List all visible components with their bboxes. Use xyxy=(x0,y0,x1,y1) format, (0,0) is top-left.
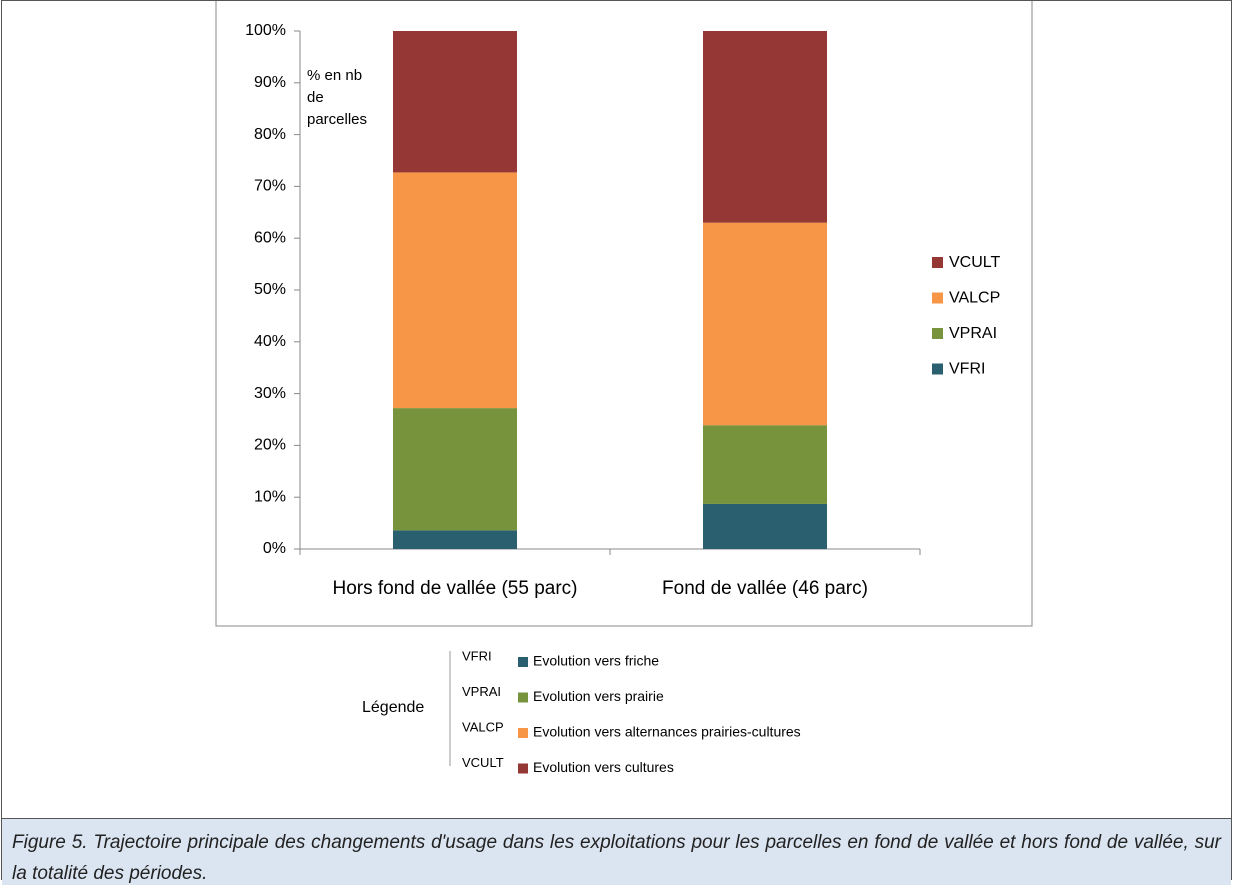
key-swatch xyxy=(518,763,528,774)
chart-frame xyxy=(215,1,1033,627)
y-tick-label: 100% xyxy=(245,22,286,39)
y-tick-label: 60% xyxy=(254,229,286,246)
annotation: % en nb xyxy=(307,67,362,84)
y-tick-label: 90% xyxy=(254,74,286,91)
chart: Légende 0% 10% 20% 30% 40% 50% 60% 70% 80% 90% 100… xyxy=(215,1,1033,775)
y-tick-label: 70% xyxy=(254,178,286,195)
bar-segment xyxy=(703,222,827,426)
annotation: parcelles xyxy=(307,111,367,128)
key-code: VFRI xyxy=(462,648,492,663)
key-label: Evolution vers friche xyxy=(533,653,659,669)
y-tick-label: 30% xyxy=(254,385,286,402)
annotation: de xyxy=(307,89,324,106)
y-tick-label: 20% xyxy=(254,437,286,454)
legend-label: VPRAI xyxy=(949,325,997,342)
y-tick-label: 50% xyxy=(254,281,286,298)
bar-segment xyxy=(393,408,517,531)
legend-swatch xyxy=(932,328,943,339)
key-code: VPRAI xyxy=(462,684,501,699)
y-tick-label: 40% xyxy=(254,333,286,350)
bar-segment xyxy=(393,172,517,409)
legend-swatch xyxy=(932,363,943,375)
legend-label: VALCP xyxy=(949,290,1000,307)
x-tick-label: Hors fond de vallée (55 parc) xyxy=(332,578,577,599)
y-tick-label: 0% xyxy=(263,540,286,557)
y-tick-label: 80% xyxy=(254,126,286,143)
key-swatch xyxy=(518,657,528,667)
bar-segment xyxy=(393,530,517,549)
bar-segment xyxy=(703,503,827,549)
legend-swatch xyxy=(932,292,943,304)
key-label: Evolution vers cultures xyxy=(533,759,674,775)
bar-segment xyxy=(703,425,827,504)
x-tick-label: Fond de vallée (46 parc) xyxy=(662,578,868,599)
legend-label: VFRI xyxy=(949,361,985,378)
key-swatch xyxy=(518,692,528,703)
legend-label: VCULT xyxy=(949,254,1000,271)
y-tick-label: 10% xyxy=(254,488,286,505)
key-label: Evolution vers prairie xyxy=(533,688,664,704)
legend-swatch xyxy=(932,257,943,268)
key-code: VALCP xyxy=(462,719,504,734)
key-title: Légende xyxy=(362,699,424,716)
key-code: VCULT xyxy=(462,755,504,770)
key-label: Evolution vers alternances prairies-cult… xyxy=(533,724,801,740)
bar-segment xyxy=(703,31,827,223)
caption: Figure 5. Trajectoire principale des cha… xyxy=(2,818,1231,885)
bar-segment xyxy=(393,31,517,173)
key-swatch xyxy=(518,728,528,738)
